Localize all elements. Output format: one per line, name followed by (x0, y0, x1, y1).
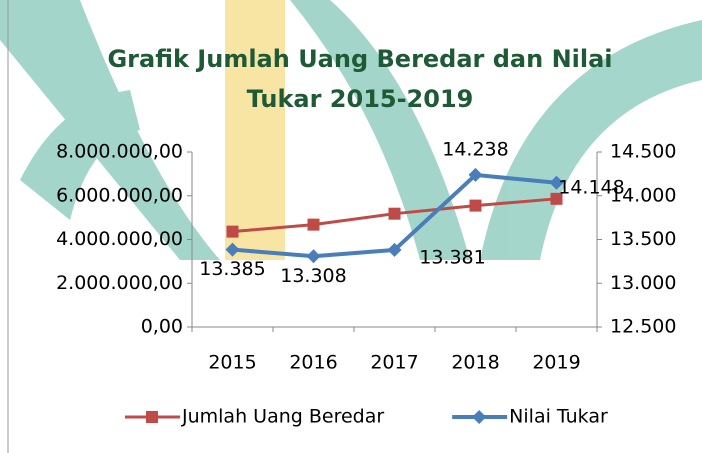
legend-label: Nilai Tukar (509, 406, 608, 428)
y2-tick-label: 12.500 (610, 316, 676, 338)
marker (469, 199, 482, 212)
marker (550, 192, 563, 205)
chart-title: Grafik Jumlah Uang Beredar dan Nilai Tuka… (107, 45, 612, 113)
legend-label: Jumlah Uang Beredar (181, 406, 384, 428)
y-tick-label: 4.000.000,00 (56, 228, 183, 250)
y-tick-label: 2.000.000,00 (56, 272, 183, 294)
marker (387, 242, 402, 257)
y-tick-label: 8.000.000,00 (56, 141, 183, 163)
y2-tick-label: 13.500 (610, 228, 676, 250)
y-tick-label: 0,00 (141, 316, 183, 338)
data-label: 13.381 (419, 246, 485, 268)
data-label: 14.238 (442, 138, 508, 160)
x-tick-label: 2019 (532, 352, 580, 374)
legend-marker (472, 410, 487, 424)
marker (549, 175, 564, 190)
y2-tick-label: 14.500 (610, 141, 676, 163)
y-tick-label: 6.000.000,00 (56, 184, 183, 206)
x-tick-label: 2017 (370, 352, 418, 374)
marker (307, 218, 320, 231)
y2-tick-label: 13.000 (610, 272, 676, 294)
marker (388, 207, 401, 220)
data-label: 13.308 (280, 265, 346, 287)
x-tick-label: 2018 (451, 352, 499, 374)
x-tick-label: 2016 (289, 352, 337, 374)
marker (226, 225, 239, 238)
x-tick-label: 2015 (208, 352, 256, 374)
legend-marker (146, 411, 158, 423)
marker (306, 249, 321, 264)
y2-tick-label: 14.000 (610, 184, 676, 206)
marker (225, 242, 240, 257)
data-label: 13.385 (199, 258, 265, 280)
marker (468, 167, 483, 182)
data-label: 14.148 (558, 176, 624, 198)
